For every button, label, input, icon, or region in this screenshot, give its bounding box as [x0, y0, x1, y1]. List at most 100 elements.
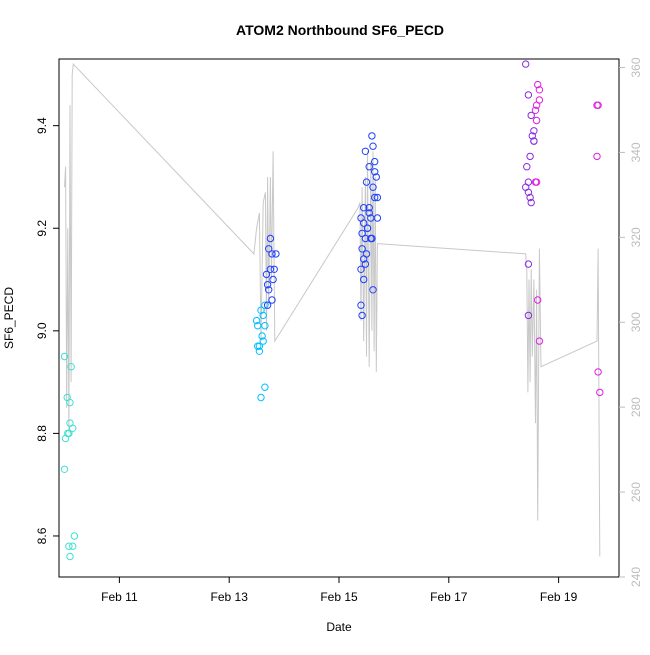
y2-tick-label: 240 [629, 567, 643, 587]
data-point [263, 301, 272, 309]
data-point [255, 347, 264, 355]
data-point [65, 542, 73, 550]
data-point [261, 301, 269, 309]
data-point [528, 132, 536, 140]
data-point [60, 465, 69, 473]
data-point [524, 188, 533, 197]
data-point [266, 234, 275, 243]
data-point [261, 322, 269, 330]
data-point [67, 363, 75, 371]
data-point [371, 168, 379, 176]
data-point [60, 352, 69, 361]
data-point [357, 265, 365, 273]
data-point [371, 193, 379, 202]
data-point [261, 383, 269, 391]
data-point [360, 275, 368, 284]
data-point [265, 286, 273, 294]
series-line [64, 62, 601, 557]
y-axis-label: SF6_PECD [2, 287, 16, 349]
y2-tick-label: 300 [629, 312, 643, 332]
data-point [532, 178, 541, 186]
data-point [527, 198, 535, 207]
data-point [596, 388, 604, 397]
data-point [262, 270, 271, 279]
series-points [60, 60, 604, 561]
data-point [523, 163, 531, 171]
data-point [360, 255, 368, 263]
y2-tick-label: 260 [629, 482, 643, 502]
data-point [360, 219, 368, 227]
data-point [524, 311, 533, 320]
data-point [530, 137, 538, 145]
data-point [369, 183, 377, 191]
data-point [272, 250, 280, 258]
data-point [365, 209, 373, 217]
data-point [365, 204, 373, 212]
y2-axis: 240 260 280 300 320 340 360 [619, 57, 643, 587]
y2-tick-label: 360 [629, 57, 643, 77]
x-axis-label: Date [326, 620, 352, 634]
data-point [372, 173, 380, 181]
data-point [535, 96, 544, 104]
data-point [526, 193, 534, 202]
x-tick-label: Feb 19 [540, 590, 578, 604]
data-point [534, 80, 542, 89]
data-point [64, 429, 72, 438]
data-point [263, 281, 272, 289]
data-point [357, 301, 365, 309]
x-axis: Feb 11 Feb 13 Feb 15 Feb 17 Feb 19 [101, 577, 578, 604]
y-tick-label: 9.4 [35, 117, 49, 134]
data-point [252, 316, 261, 325]
data-point [593, 152, 601, 161]
data-point [594, 368, 602, 376]
data-point [360, 204, 368, 212]
data-point [535, 337, 544, 345]
series-line-path [64, 62, 601, 557]
y-axis: 8.6 8.8 9.0 9.2 9.4 [35, 117, 59, 544]
data-point [358, 229, 366, 238]
x-tick-label: Feb 13 [211, 590, 249, 604]
data-point [268, 296, 276, 304]
data-point [66, 419, 74, 427]
data-point [368, 132, 376, 140]
data-point [265, 245, 273, 253]
data-point [524, 91, 533, 99]
data-point [522, 60, 530, 68]
data-point [258, 332, 266, 340]
y2-tick-label: 340 [629, 142, 643, 162]
data-point [527, 111, 535, 120]
data-point [254, 342, 262, 350]
data-point [367, 234, 375, 243]
y-tick-label: 8.6 [35, 527, 49, 544]
data-point [371, 157, 379, 166]
x-tick-label: Feb 15 [320, 590, 358, 604]
data-point [535, 86, 544, 94]
data-point [532, 116, 541, 125]
data-point [534, 296, 542, 304]
data-point [369, 142, 377, 150]
data-point [69, 542, 77, 550]
data-point [266, 265, 275, 273]
data-point [524, 260, 533, 268]
data-point [254, 322, 262, 330]
data-point [270, 265, 278, 273]
data-point [358, 245, 366, 253]
data-point [66, 552, 74, 561]
data-point [531, 106, 540, 115]
data-point [365, 163, 373, 171]
y-tick-label: 8.8 [35, 425, 49, 442]
chart-title: ATOM2 Northbound SF6_PECD [236, 22, 444, 38]
data-point [369, 286, 377, 294]
y2-tick-label: 320 [629, 227, 643, 247]
data-point [361, 260, 370, 268]
data-point [363, 224, 372, 232]
y-tick-label: 9.0 [35, 322, 49, 339]
y2-tick-label: 280 [629, 397, 643, 417]
data-point [259, 311, 267, 320]
data-point [268, 250, 276, 258]
x-tick-label: Feb 11 [101, 590, 138, 604]
data-point [526, 152, 534, 161]
y-tick-label: 9.2 [35, 220, 49, 237]
data-point [373, 214, 382, 222]
